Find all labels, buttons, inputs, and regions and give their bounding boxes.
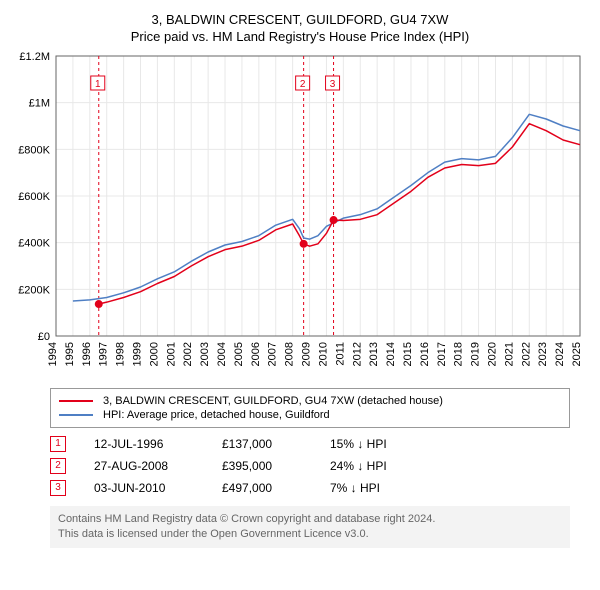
- sale-event-price: £137,000: [222, 437, 302, 451]
- svg-text:2024: 2024: [554, 342, 566, 366]
- sale-event-marker: 3: [50, 480, 66, 496]
- svg-text:2009: 2009: [301, 342, 313, 366]
- sale-event-price: £395,000: [222, 459, 302, 473]
- svg-text:2008: 2008: [284, 342, 296, 366]
- footer-line: This data is licensed under the Open Gov…: [58, 527, 562, 542]
- svg-text:£200K: £200K: [18, 284, 50, 296]
- svg-text:2012: 2012: [351, 342, 363, 366]
- svg-text:£600K: £600K: [18, 191, 50, 203]
- svg-text:1998: 1998: [115, 342, 127, 366]
- svg-text:£0: £0: [38, 331, 50, 343]
- svg-text:£1M: £1M: [29, 98, 50, 110]
- svg-text:2003: 2003: [199, 342, 211, 366]
- svg-text:2022: 2022: [520, 342, 532, 366]
- legend-item: 3, BALDWIN CRESCENT, GUILDFORD, GU4 7XW …: [59, 395, 561, 407]
- svg-text:2020: 2020: [486, 342, 498, 366]
- sale-event-row: 3 03-JUN-2010 £497,000 7% ↓ HPI: [50, 480, 570, 496]
- sale-event-delta: 15% ↓ HPI: [330, 437, 430, 451]
- svg-text:£800K: £800K: [18, 144, 50, 156]
- svg-text:2018: 2018: [453, 342, 465, 366]
- svg-text:2015: 2015: [402, 342, 414, 366]
- svg-text:2005: 2005: [233, 342, 245, 366]
- svg-text:1: 1: [95, 79, 101, 90]
- svg-text:2000: 2000: [148, 342, 160, 366]
- svg-text:1995: 1995: [64, 342, 76, 366]
- sale-event-row: 2 27-AUG-2008 £395,000 24% ↓ HPI: [50, 458, 570, 474]
- svg-text:2021: 2021: [503, 342, 515, 366]
- sale-event-delta: 7% ↓ HPI: [330, 481, 430, 495]
- sale-events-table: 1 12-JUL-1996 £137,000 15% ↓ HPI 2 27-AUG-200…: [50, 436, 570, 496]
- svg-text:2019: 2019: [470, 342, 482, 366]
- svg-text:2017: 2017: [436, 342, 448, 366]
- sale-event-date: 12-JUL-1996: [94, 437, 194, 451]
- svg-text:2004: 2004: [216, 342, 228, 366]
- legend-label: 3, BALDWIN CRESCENT, GUILDFORD, GU4 7XW …: [103, 395, 443, 407]
- legend-swatch: [59, 400, 93, 402]
- svg-text:2: 2: [300, 79, 306, 90]
- page-title: 3, BALDWIN CRESCENT, GUILDFORD, GU4 7XW: [10, 12, 590, 27]
- sale-event-date: 03-JUN-2010: [94, 481, 194, 495]
- sale-event-price: £497,000: [222, 481, 302, 495]
- svg-text:2006: 2006: [250, 342, 262, 366]
- svg-text:2014: 2014: [385, 342, 397, 366]
- svg-text:2011: 2011: [334, 342, 346, 366]
- svg-text:2007: 2007: [267, 342, 279, 366]
- footer-attribution: Contains HM Land Registry data © Crown c…: [50, 506, 570, 548]
- sale-event-delta: 24% ↓ HPI: [330, 459, 430, 473]
- svg-text:1997: 1997: [98, 342, 110, 366]
- svg-text:2010: 2010: [317, 342, 329, 366]
- page-subtitle: Price paid vs. HM Land Registry's House …: [10, 29, 590, 44]
- svg-text:£400K: £400K: [18, 238, 50, 250]
- svg-text:2001: 2001: [165, 342, 177, 366]
- svg-text:2016: 2016: [419, 342, 431, 366]
- chart-legend: 3, BALDWIN CRESCENT, GUILDFORD, GU4 7XW …: [50, 388, 570, 428]
- sale-event-marker: 2: [50, 458, 66, 474]
- sale-event-date: 27-AUG-2008: [94, 459, 194, 473]
- sale-event-marker: 1: [50, 436, 66, 452]
- svg-text:1994: 1994: [47, 342, 59, 366]
- svg-text:1996: 1996: [81, 342, 93, 366]
- chart-container: 1 2 3 £0 £200K £400K £600K £800K £1M £1.2M 1994 199…: [10, 52, 590, 382]
- legend-label: HPI: Average price, detached house, Guil…: [103, 409, 330, 421]
- svg-text:2023: 2023: [537, 342, 549, 366]
- svg-text:2013: 2013: [368, 342, 380, 366]
- svg-text:2025: 2025: [571, 342, 583, 366]
- svg-text:£1.2M: £1.2M: [19, 52, 50, 63]
- svg-text:1999: 1999: [132, 342, 144, 366]
- footer-line: Contains HM Land Registry data © Crown c…: [58, 512, 562, 527]
- sale-event-row: 1 12-JUL-1996 £137,000 15% ↓ HPI: [50, 436, 570, 452]
- svg-text:2002: 2002: [182, 342, 194, 366]
- legend-item: HPI: Average price, detached house, Guil…: [59, 409, 561, 421]
- svg-text:3: 3: [330, 79, 336, 90]
- price-chart: 1 2 3 £0 £200K £400K £600K £800K £1M £1.2M 1994 199…: [10, 52, 590, 382]
- legend-swatch: [59, 414, 93, 416]
